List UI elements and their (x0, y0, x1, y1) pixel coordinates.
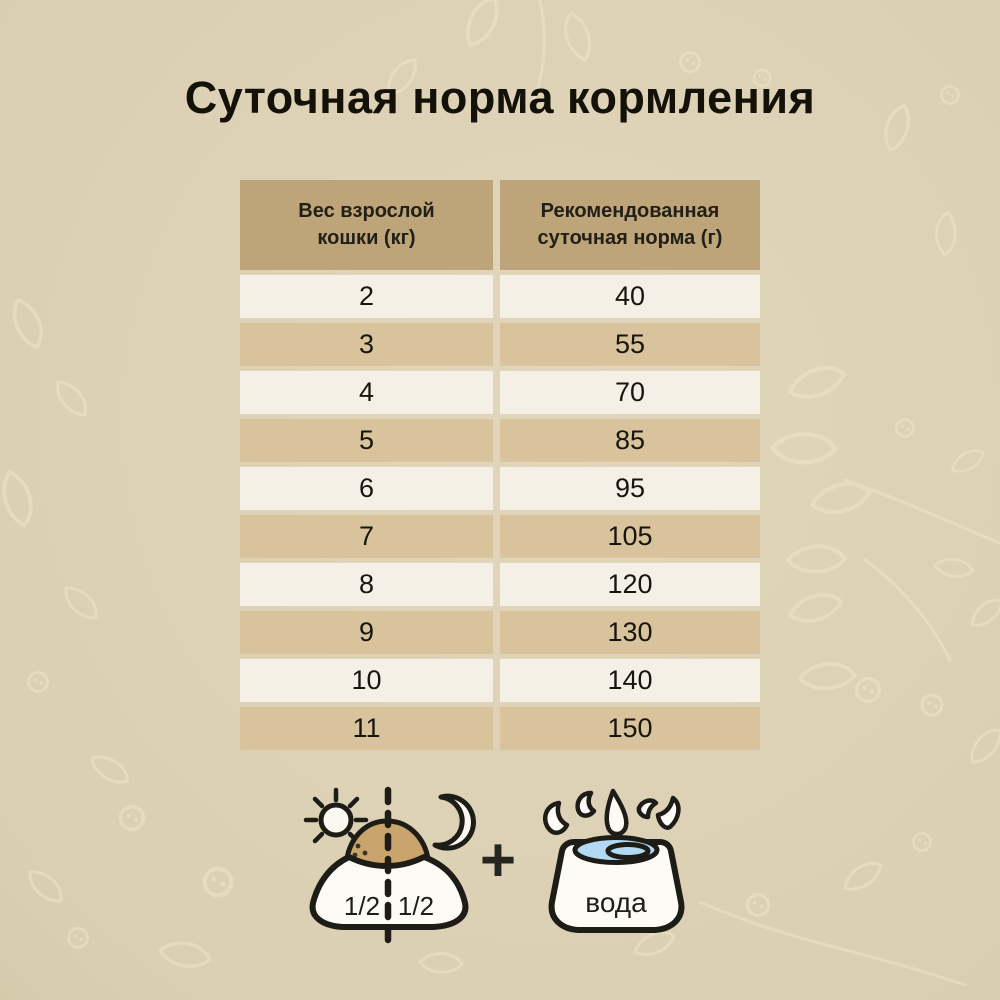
feeding-table: Вес взрослой кошки (кг) Рекомендованная … (240, 180, 760, 755)
norm-cell: 105 (500, 515, 760, 558)
norm-cell: 55 (500, 323, 760, 366)
table-row: 11 150 (240, 707, 760, 750)
weight-cell: 8 (240, 563, 493, 606)
table-row: 9 130 (240, 611, 760, 654)
plus-sign: + (479, 826, 517, 895)
water-bowl-body (548, 839, 685, 933)
norm-cell: 120 (500, 563, 760, 606)
weight-cell: 5 (240, 419, 493, 462)
page-title: Суточная норма кормления (184, 72, 816, 123)
water-bowl-icon: вода (542, 788, 685, 933)
norm-cell: 85 (500, 419, 760, 462)
water-splash-icon (542, 788, 681, 837)
weight-cell: 6 (240, 467, 493, 510)
weight-cell: 4 (240, 371, 493, 414)
table-row: 2 40 (240, 275, 760, 318)
norm-cell: 40 (500, 275, 760, 318)
norm-cell: 70 (500, 371, 760, 414)
weight-cell: 11 (240, 707, 493, 750)
feeding-guide: 1/2 1/2 + вода (0, 770, 1000, 970)
sun-icon (303, 787, 369, 844)
half-day-label: 1/2 (344, 891, 380, 921)
table-row: 10 140 (240, 659, 760, 702)
water-ripple (605, 842, 651, 860)
norm-cell: 130 (500, 611, 760, 654)
weight-cell: 10 (240, 659, 493, 702)
weight-cell: 7 (240, 515, 493, 558)
moon-icon (432, 793, 476, 851)
food-bowl-icon: 1/2 1/2 (303, 786, 476, 946)
weight-cell: 9 (240, 611, 493, 654)
weight-cell: 2 (240, 275, 493, 318)
norm-cell: 150 (500, 707, 760, 750)
table-row: 8 120 (240, 563, 760, 606)
norm-cell: 140 (500, 659, 760, 702)
table-row: 4 70 (240, 371, 760, 414)
table-row: 7 105 (240, 515, 760, 558)
half-night-label: 1/2 (398, 891, 434, 921)
table-row: 5 85 (240, 419, 760, 462)
table-header-norm: Рекомендованная суточная норма (г) (500, 180, 760, 270)
table-header-row: Вес взрослой кошки (кг) Рекомендованная … (240, 180, 760, 270)
table-header-weight: Вес взрослой кошки (кг) (240, 180, 493, 270)
water-label: вода (585, 887, 647, 918)
norm-cell: 95 (500, 467, 760, 510)
table-row: 6 95 (240, 467, 760, 510)
table-row: 3 55 (240, 323, 760, 366)
weight-cell: 3 (240, 323, 493, 366)
